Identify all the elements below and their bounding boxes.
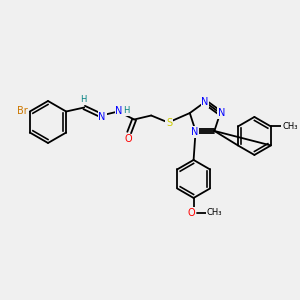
Text: O: O: [124, 134, 132, 145]
Text: N: N: [98, 112, 106, 122]
Text: H: H: [80, 95, 86, 104]
Text: Br: Br: [17, 106, 28, 116]
Text: N: N: [218, 108, 225, 118]
Text: CH₃: CH₃: [207, 208, 222, 217]
Text: S: S: [166, 118, 172, 128]
Text: CH₃: CH₃: [282, 122, 298, 131]
Text: H: H: [123, 106, 129, 115]
Text: N: N: [191, 127, 198, 137]
Text: N: N: [201, 97, 209, 107]
Text: O: O: [188, 208, 195, 218]
Text: N: N: [116, 106, 123, 116]
